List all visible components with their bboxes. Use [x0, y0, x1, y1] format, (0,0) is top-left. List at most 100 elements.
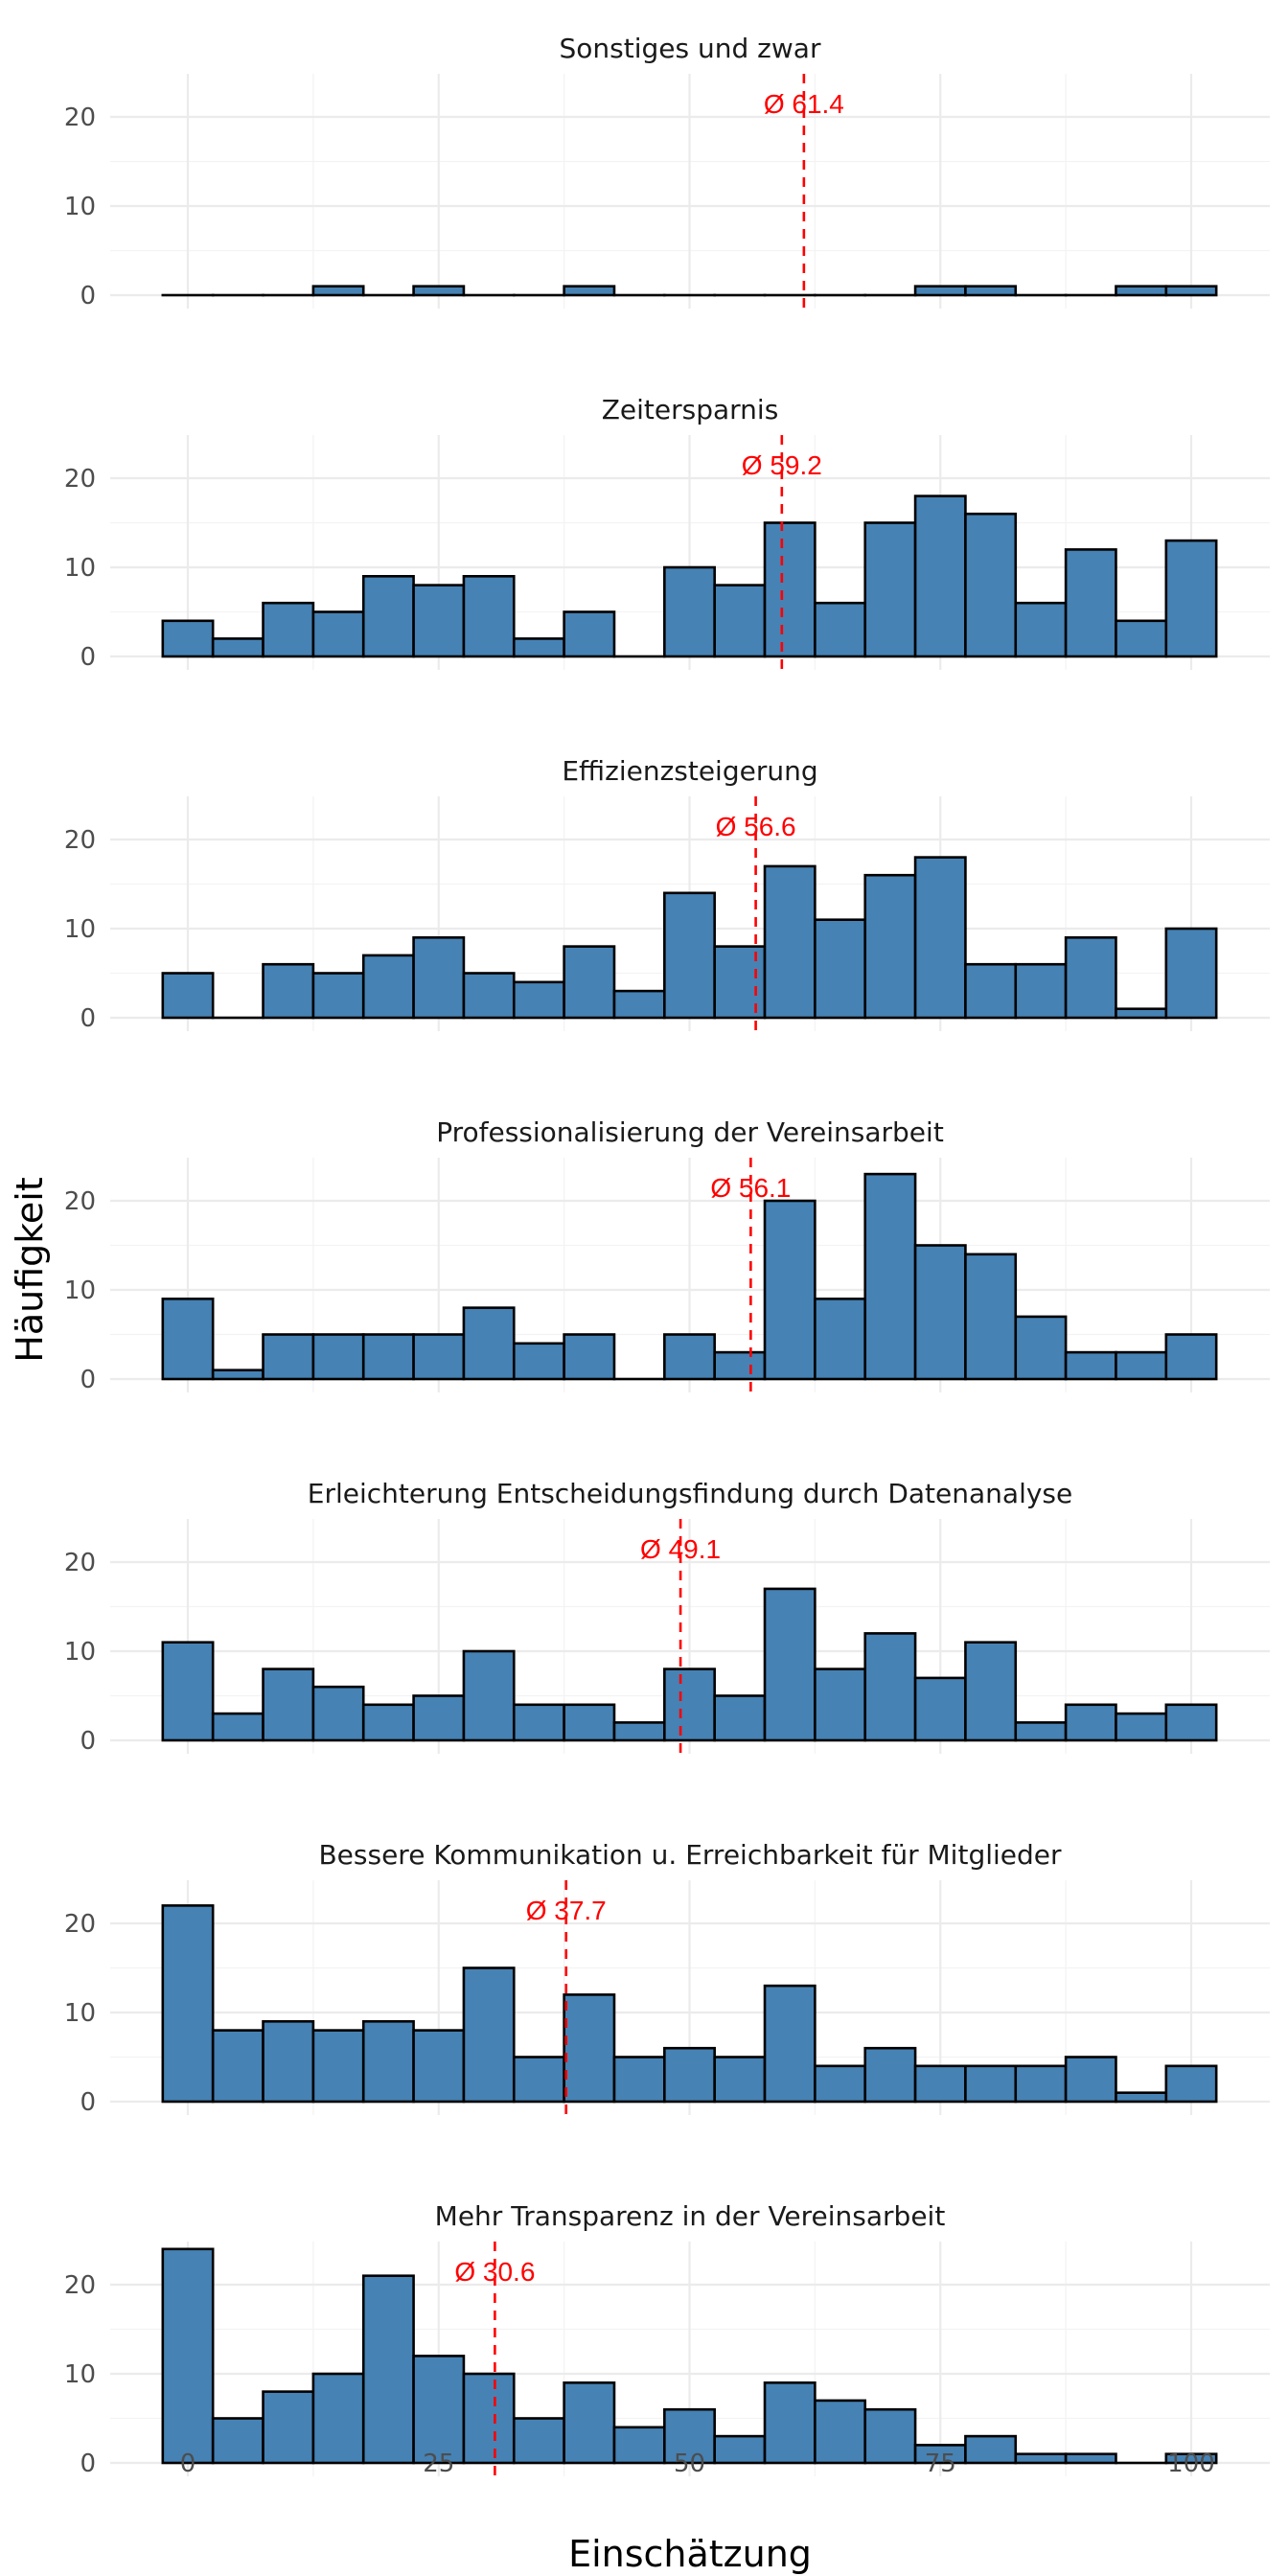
histogram-bar [713, 1694, 767, 1742]
histogram-bar [713, 2056, 767, 2104]
histogram-bar [1164, 285, 1218, 297]
y-tick-label: 10 [64, 915, 96, 944]
histogram-bar [211, 2029, 264, 2104]
histogram-bar [612, 2426, 666, 2465]
histogram-bar [361, 2020, 415, 2104]
histogram-bar [211, 2417, 264, 2465]
histogram-bar [1164, 1703, 1218, 1742]
histogram-bar [1115, 285, 1168, 297]
y-tick-label: 20 [64, 2271, 96, 2300]
histogram-bar [512, 2417, 565, 2465]
histogram-bar [1014, 2064, 1068, 2104]
mean-label: Ø 56.6 [716, 812, 796, 841]
x-tick-label: 75 [925, 2450, 956, 2478]
histogram-bar [512, 980, 565, 1020]
histogram-bar [412, 1694, 466, 1742]
histogram-bar [1014, 1721, 1068, 1742]
x-tick-label: 50 [674, 2450, 705, 2478]
histogram-bar [262, 962, 315, 1020]
histogram-bar [814, 601, 867, 658]
histogram-bar [1064, 2056, 1117, 2104]
histogram-bar [913, 1676, 967, 1742]
histogram-bar [563, 2381, 616, 2465]
histogram-bar [412, 935, 466, 1020]
y-tick-label: 10 [64, 1999, 96, 2028]
histogram-bar [311, 1685, 365, 1742]
histogram-bar [1014, 601, 1068, 658]
y-tick-label: 10 [64, 554, 96, 583]
histogram-bar [663, 1668, 716, 1742]
histogram-bar [663, 2407, 716, 2465]
panel-title: Bessere Kommunikation u. Erreichbarkeit … [318, 1839, 1062, 1871]
histogram-bar [211, 637, 264, 658]
histogram-bar [462, 972, 516, 1020]
histogram-bar [713, 945, 767, 1020]
histogram-bar [1014, 1315, 1068, 1381]
histogram-bar [412, 1333, 466, 1381]
histogram-bar [863, 873, 917, 1020]
y-tick-label: 20 [64, 1549, 96, 1577]
mean-label: Ø 61.4 [764, 89, 844, 119]
histogram-bar [311, 2029, 365, 2104]
histogram-bar [964, 1641, 1018, 1742]
x-tick-label: 100 [1167, 2450, 1215, 2478]
y-tick-label: 10 [64, 193, 96, 221]
histogram-bar [863, 521, 917, 658]
histogram-bar [262, 1333, 315, 1381]
histogram-bar [964, 512, 1018, 658]
histogram-bar [964, 285, 1018, 297]
histogram-bar [964, 962, 1018, 1020]
histogram-bar [612, 2056, 666, 2104]
x-tick-label: 25 [423, 2450, 454, 2478]
histogram-bar [1164, 2452, 1218, 2465]
histogram-bar [563, 1993, 616, 2104]
histogram-bar [1014, 962, 1068, 1020]
histogram-bar [161, 2247, 215, 2465]
histogram-bar [964, 1253, 1018, 1381]
panel-title: Erleichterung Entscheidungsfindung durch… [308, 1478, 1072, 1509]
y-tick-label: 10 [64, 1638, 96, 1667]
histogram-bar [763, 864, 816, 1020]
histogram-bar [563, 945, 616, 1020]
histogram-bar [563, 1703, 616, 1742]
histogram-bar [612, 1721, 666, 1742]
histogram-bar [1164, 539, 1218, 658]
x-axis: 0 25 50 75 100 [180, 2450, 1215, 2478]
histogram-bar [1014, 2452, 1068, 2465]
histogram-bar [913, 494, 967, 658]
histogram-bar [462, 1649, 516, 1742]
histogram-bar [1115, 619, 1168, 658]
histogram-bar [913, 285, 967, 297]
histogram-bar [512, 1703, 565, 1742]
histogram-bar [913, 856, 967, 1020]
histogram-bar [161, 972, 215, 1020]
histogram-bar [1064, 1350, 1117, 1381]
histogram-bar [161, 1298, 215, 1381]
histogram-bar [462, 574, 516, 658]
histogram-bar [763, 2381, 816, 2465]
histogram-bar [262, 1668, 315, 1742]
histogram-bar [311, 1333, 365, 1381]
x-tick-label: 0 [180, 2450, 196, 2478]
panel-title: Sonstiges und zwar [560, 33, 821, 64]
mean-label: Ø 59.2 [742, 450, 822, 480]
histogram-bar [262, 2020, 315, 2104]
histogram-bar [713, 2434, 767, 2465]
x-axis-title: Einschätzung [568, 2533, 812, 2575]
histogram-bar [361, 1333, 415, 1381]
histogram-bar [913, 1244, 967, 1381]
y-tick-label: 20 [64, 1187, 96, 1216]
mean-label: Ø 49.1 [640, 1534, 721, 1564]
histogram-bar [361, 1703, 415, 1742]
histogram-bar [161, 1641, 215, 1742]
histogram-bar [1115, 2091, 1168, 2104]
y-tick-label: 0 [80, 2088, 96, 2117]
histogram-bar [863, 1632, 917, 1742]
histogram-bar [361, 574, 415, 658]
panels-group: Sonstiges und zwar 0 10 20 Ø 61.4 Zeitersparn… [64, 33, 1270, 2478]
histogram-bar [663, 891, 716, 1020]
histogram-bar [663, 2046, 716, 2104]
histogram-bar [462, 1966, 516, 2104]
histogram-bar [763, 1199, 816, 1381]
histogram-bar [1164, 2064, 1218, 2104]
